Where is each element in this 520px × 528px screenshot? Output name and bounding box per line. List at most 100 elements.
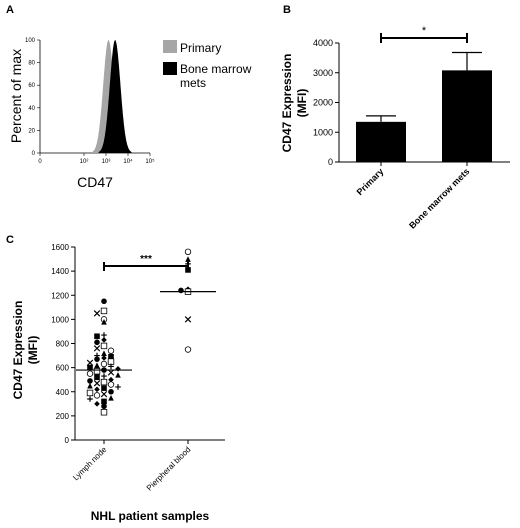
scatter-point <box>94 374 100 381</box>
scatter-y-tick-label: 1400 <box>51 267 69 276</box>
histogram-y-tick-label: 20 <box>28 128 35 134</box>
scatter-point <box>107 381 115 388</box>
histogram-y-tick-label: 60 <box>28 83 35 89</box>
scatter-point <box>108 353 114 360</box>
scatter-y-label: CD47 Expression <box>11 301 25 400</box>
scatter-point <box>178 287 184 294</box>
scatter-point <box>87 364 93 371</box>
scatter-point <box>101 337 107 343</box>
bar-y-tick-label: 3000 <box>313 68 333 78</box>
bar-category-label: Bone marrow mets <box>407 166 471 230</box>
scatter-point <box>94 386 100 393</box>
scatter-point <box>107 358 115 365</box>
legend-mets-label-2: mets <box>180 76 206 90</box>
legend-mets-swatch <box>163 62 177 75</box>
scatter-y-tick-label: 400 <box>56 388 70 397</box>
histogram-x-tick-label: 10⁴ <box>123 158 133 165</box>
scatter-point <box>93 345 101 352</box>
scatter-point <box>184 316 192 323</box>
bar-y-tick-label: 2000 <box>313 98 333 108</box>
bar-chart: 0 1000 2000 3000 4000 Primary Bone marrow met… <box>280 25 510 231</box>
bar-y-label-unit: (MFI) <box>295 89 309 118</box>
scatter-point <box>100 390 108 398</box>
bar-significance-label: * <box>422 25 427 37</box>
scatter-point <box>93 392 101 399</box>
histogram-bone-marrow-area <box>98 40 132 153</box>
histogram-x-label: CD47 <box>77 174 113 190</box>
scatter-point <box>86 370 94 377</box>
scatter-significance-label: *** <box>140 254 152 265</box>
scatter-point <box>100 360 108 368</box>
scatter-point <box>115 372 121 378</box>
scatter-category-label: Pierpheral blood <box>145 445 193 493</box>
bar-y-tick-label: 4000 <box>313 38 333 48</box>
bar-0 <box>356 121 406 162</box>
bar-category-label: Primary <box>355 166 386 197</box>
panel-letter-a: A <box>6 4 14 16</box>
scatter-point <box>94 362 100 369</box>
histogram-y-tick-label: 0 <box>32 151 36 157</box>
bar-y-tick-label: 1000 <box>313 127 333 137</box>
histogram-x-tick-label: 10² <box>80 159 89 165</box>
scatter-point <box>86 389 94 397</box>
scatter-point <box>101 398 107 405</box>
histogram-y-tick-label: 100 <box>25 38 36 44</box>
scatter-point <box>107 347 115 354</box>
scatter-point <box>93 380 101 387</box>
scatter-point <box>94 333 100 340</box>
scatter-y-tick-label: 200 <box>56 412 70 421</box>
bar-1 <box>442 70 492 162</box>
scatter-point <box>86 359 94 367</box>
scatter-point <box>115 384 121 390</box>
scatter-point <box>100 378 108 386</box>
scatter-point <box>185 256 191 262</box>
scatter-point <box>94 356 100 362</box>
legend-primary-swatch <box>163 40 177 53</box>
scatter-point <box>101 332 107 338</box>
scatter-point <box>100 342 108 350</box>
scatter-y-tick-label: 1200 <box>51 291 69 300</box>
scatter-point <box>108 376 114 383</box>
scatter-y-label-unit: (MFI) <box>26 336 40 365</box>
scatter-point <box>100 307 108 315</box>
scatter-point <box>101 318 107 325</box>
scatter-point <box>101 403 107 410</box>
scatter-point <box>115 366 121 372</box>
histogram-x-tick-label: 10³ <box>102 159 111 165</box>
scatter-y-tick-label: 1600 <box>51 243 69 252</box>
histogram-x-tick-label: 0 <box>38 159 42 165</box>
scatter-y-tick-label: 0 <box>65 436 70 445</box>
scatter-point <box>94 401 100 407</box>
scatter-point <box>93 368 101 375</box>
scatter-y-tick-label: 600 <box>56 364 70 373</box>
histogram-plot: 0 20 40 60 80 100 0 10² 10³ 10⁴ 10⁵ Percent of ma… <box>8 38 155 190</box>
scatter-point <box>101 350 107 356</box>
panel-letter-c: C <box>6 234 14 246</box>
legend-mets-label-1: Bone marrow <box>180 62 252 76</box>
panel-letter-b: B <box>283 4 291 16</box>
scatter-point <box>87 378 93 384</box>
scatter-point <box>101 355 107 361</box>
legend-primary-label: Primary <box>180 41 221 55</box>
histogram-x-tick-label: 10⁵ <box>145 158 155 165</box>
scatter-point <box>108 388 114 395</box>
histogram-y-label: Percent of max <box>8 49 24 143</box>
scatter-point <box>101 373 107 379</box>
scatter-point <box>101 385 107 391</box>
scatter-point <box>108 363 114 370</box>
scatter-point <box>87 382 93 389</box>
scatter-y-tick-label: 1000 <box>51 315 69 324</box>
histogram-y-tick-label: 80 <box>28 61 35 67</box>
scatter-x-label: NHL patient samples <box>91 509 210 523</box>
scatter-point <box>87 396 93 402</box>
bar-y-tick-label: 0 <box>328 157 333 167</box>
bar-y-label: CD47 Expression <box>280 54 294 153</box>
scatter-point <box>93 310 101 317</box>
scatter-point <box>94 339 100 346</box>
histogram-y-tick-label: 40 <box>28 106 35 112</box>
scatter-y-tick-label: 800 <box>56 340 70 349</box>
scatter-chart: 0 200 400 600 800 1000 1200 1400 1600 Lymph node… <box>11 243 225 523</box>
scatter-category-label: Lymph node <box>71 445 109 483</box>
scatter-point <box>108 394 114 401</box>
